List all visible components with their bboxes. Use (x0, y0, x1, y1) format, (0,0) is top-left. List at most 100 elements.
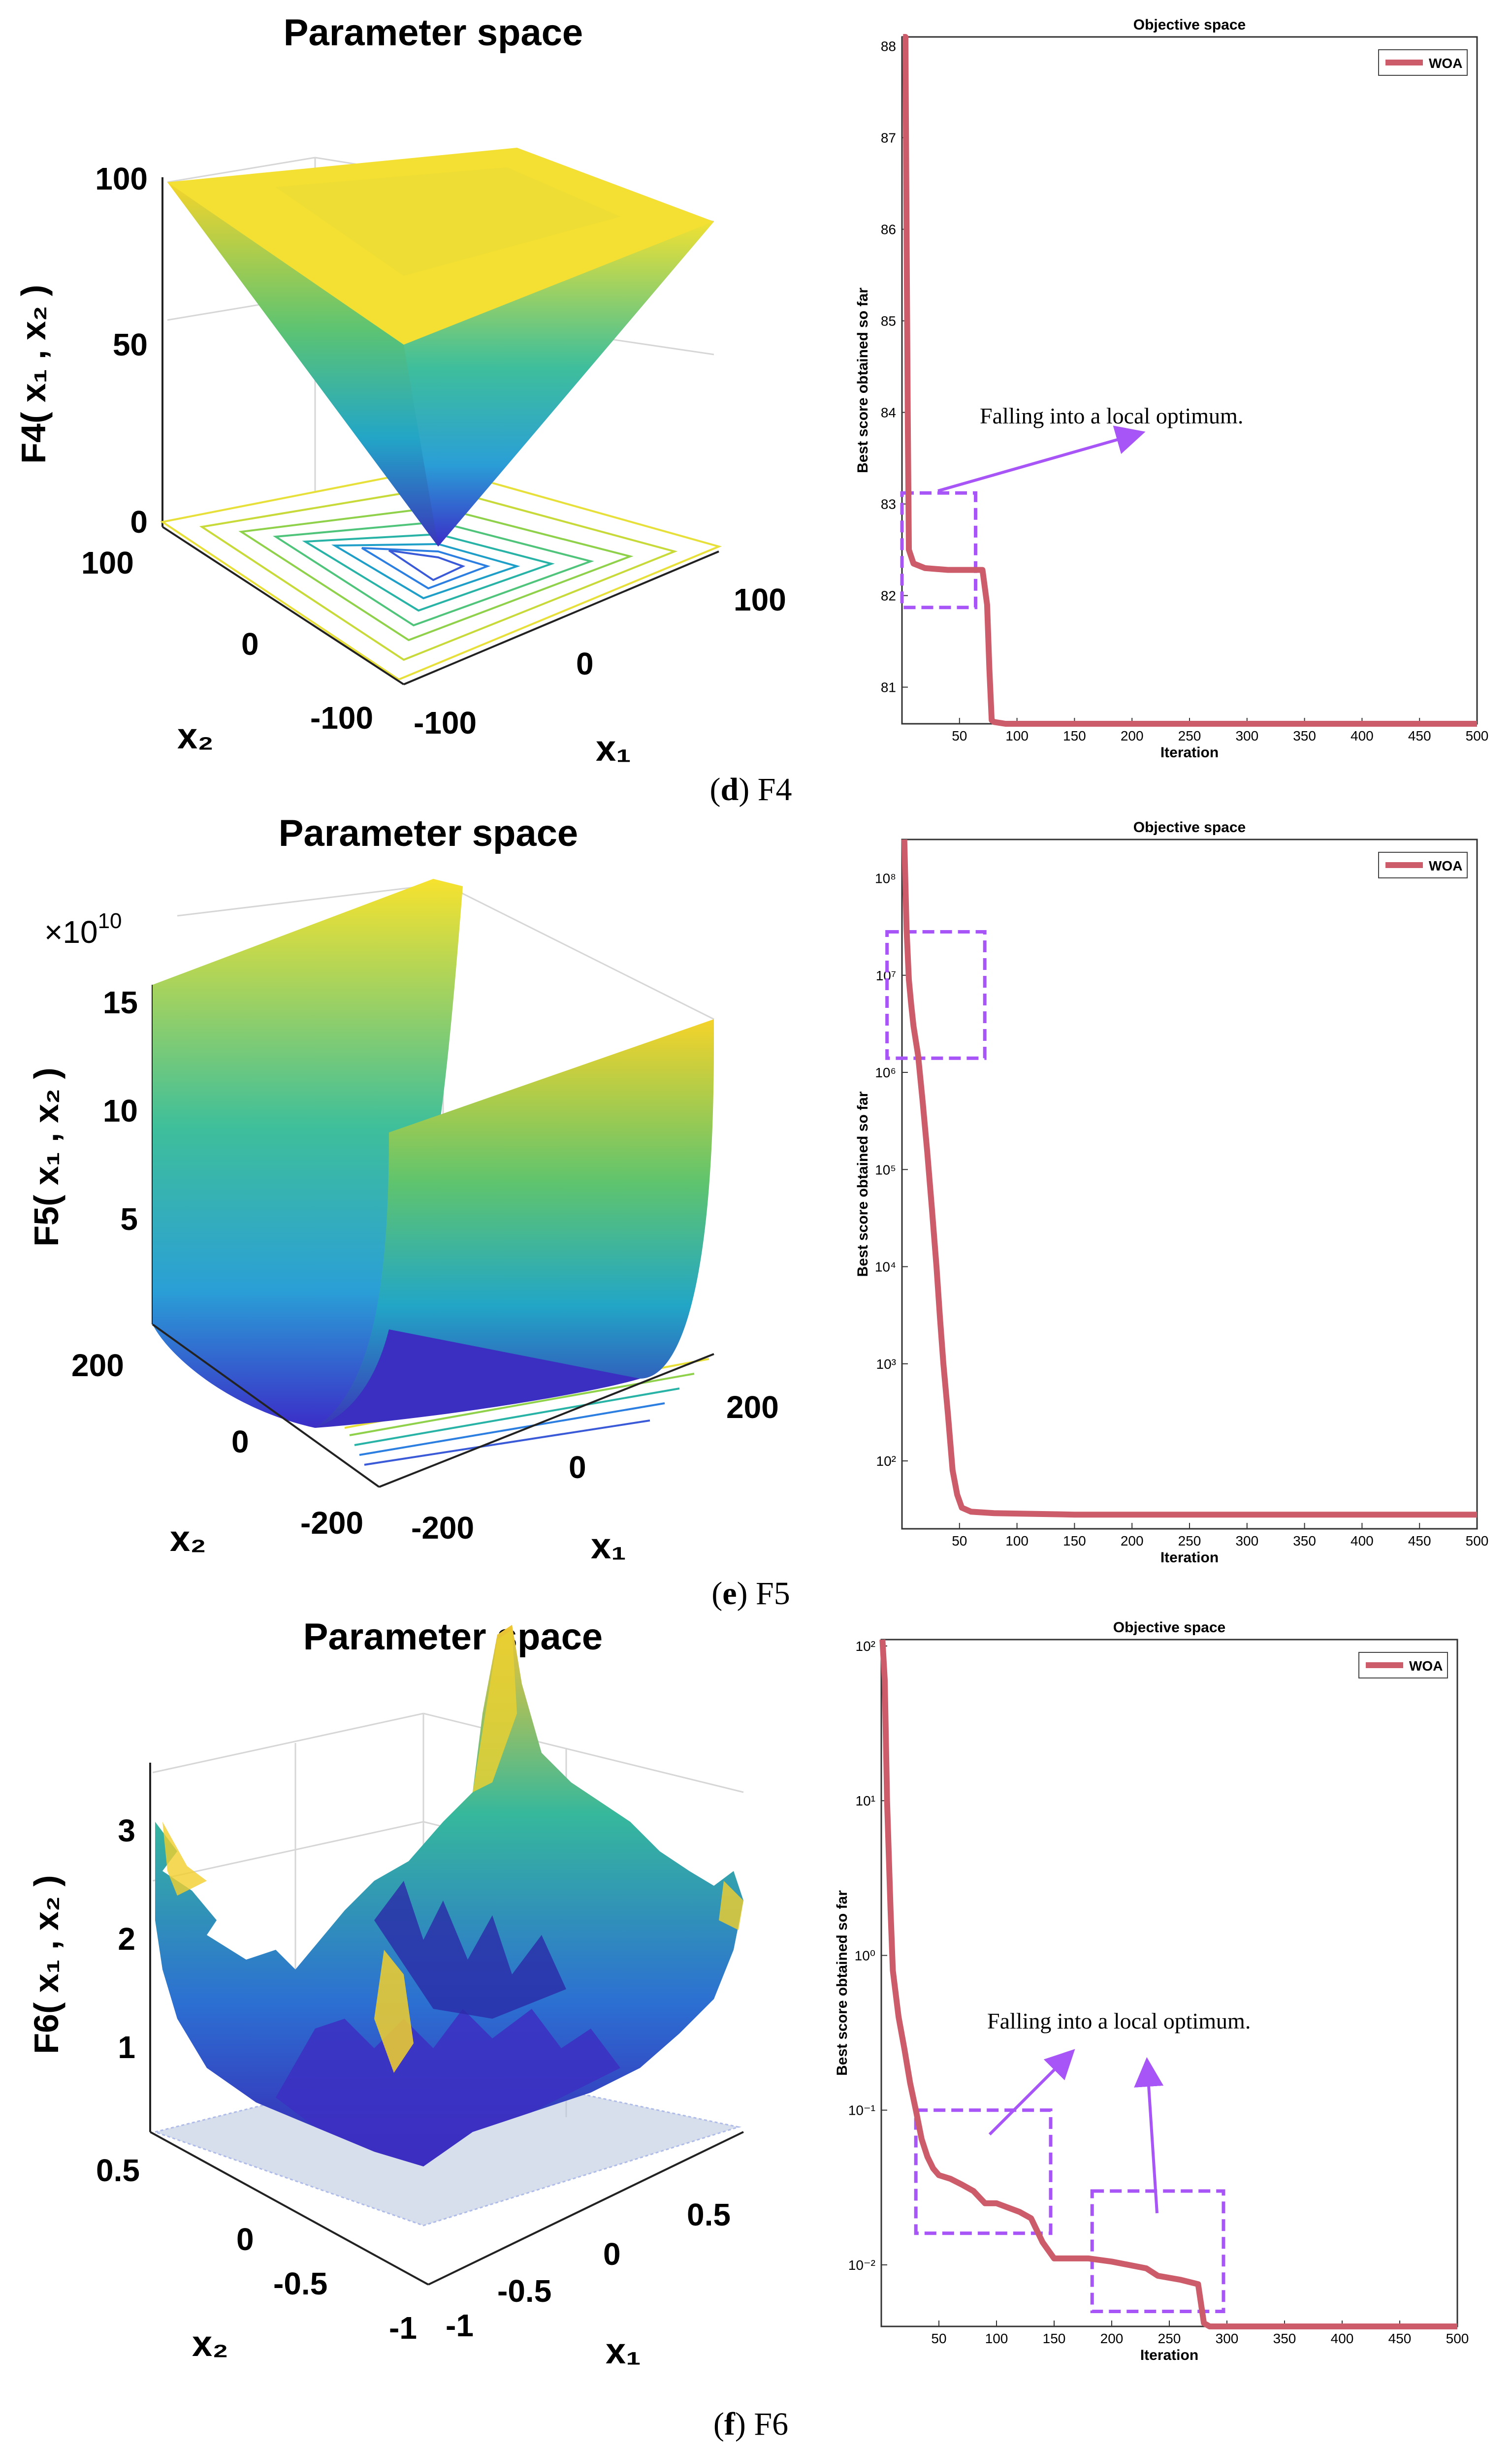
z-tick: 3 (118, 1813, 135, 1848)
z-multiplier-base: ×10 (44, 914, 98, 950)
x-tick-label: 50 (952, 1533, 967, 1548)
x-tick-label: 100 (985, 2331, 1008, 2346)
highlight-box (1090, 2189, 1225, 2314)
convergence-plot-f5: Objective space Iteration Best score obtai… (855, 819, 1488, 1566)
x2-tick: -1 (389, 2310, 417, 2346)
x-tick-label: 150 (1043, 2331, 1066, 2346)
y-tick-label: 88 (881, 39, 896, 54)
x1-tick: 0.5 (687, 2197, 731, 2232)
z-tick: 2 (118, 1921, 135, 1957)
annotation-arrow (988, 2049, 1075, 2136)
surface-plot-f4: Parameter space 100 50 0 F4( x₁ , x₂ ) (14, 12, 786, 769)
highlight-box (900, 491, 978, 610)
x-tick-label: 350 (1293, 728, 1316, 743)
caption-letter: d (721, 772, 739, 807)
x-axis-label: Iteration (1160, 1549, 1219, 1566)
surface-plot-f6: Parameter space 3 2 1 F6( x₁ , x₂ ) (27, 1616, 744, 2371)
x2-tick: 100 (81, 545, 134, 580)
x-tick-label: 400 (1331, 2331, 1354, 2346)
x1-axis-label: x₁ (591, 1525, 626, 1566)
annotation-text: Falling into a local optimum. (980, 403, 1243, 428)
x2-axis-label: x₂ (170, 1518, 206, 1559)
x-tick-label: 250 (1178, 1533, 1201, 1548)
x1-tick: -0.5 (497, 2273, 551, 2309)
x-tick-label: 500 (1446, 2331, 1469, 2346)
x-tick-label: 350 (1293, 1533, 1316, 1548)
x-tick-label: 400 (1351, 1533, 1374, 1548)
x-tick-label: 450 (1408, 728, 1431, 743)
series-line-woa (901, 839, 1477, 1518)
z-tick: 50 (113, 327, 148, 362)
x1-axis-label: x₁ (596, 728, 631, 769)
surface-plot-f5: Parameter space ×1010 15 10 5 F5( x₁ , x… (27, 812, 779, 1566)
x2-tick: -100 (310, 700, 373, 736)
x1-tick: -100 (414, 705, 477, 741)
x-tick-label: 150 (1063, 1533, 1086, 1548)
y-tick-label: 84 (881, 405, 896, 420)
x1-tick: 0 (576, 646, 594, 681)
x-axis-label: Iteration (1140, 2347, 1198, 2363)
x1-tick: 100 (734, 582, 786, 617)
chart-title: Objective space (1133, 17, 1246, 33)
legend-label-woa: WOA (1429, 858, 1462, 873)
y-tick-label: 86 (881, 222, 896, 237)
x-tick-label: 250 (1158, 2331, 1181, 2346)
y-axis-label: Best score obtained so far (855, 1091, 871, 1277)
z-tick: 1 (118, 2030, 135, 2065)
x2-tick: 0 (236, 2222, 254, 2257)
caption-label: F5 (756, 1576, 790, 1612)
annotation-text: Falling into a local optimum. (987, 2008, 1251, 2033)
x2-tick: -200 (300, 1505, 363, 1541)
z-multiplier-exp: 10 (98, 909, 122, 933)
x-tick-label: 200 (1121, 728, 1144, 743)
x-tick-label: 300 (1235, 1533, 1258, 1548)
legend-label-woa: WOA (1409, 1658, 1443, 1674)
z-axis-label: F4( x₁ , x₂ ) (14, 285, 53, 463)
x2-axis-label: x₂ (192, 2323, 228, 2364)
x-axis-label: Iteration (1160, 744, 1219, 761)
chart-title: Objective space (1133, 819, 1246, 836)
plot-area (901, 36, 1478, 725)
x-tick-label: 50 (952, 728, 967, 743)
x-tick-label: 150 (1063, 728, 1086, 743)
x2-tick: 0 (231, 1424, 249, 1459)
z-tick: 10 (103, 1093, 138, 1129)
highlight-box (885, 930, 987, 1060)
x-tick-label: 400 (1351, 728, 1374, 743)
y-axis-label: Best score obtained so far (855, 288, 871, 473)
x-tick-label: 350 (1273, 2331, 1296, 2346)
x2-tick: 0.5 (96, 2153, 140, 2188)
x-tick-label: 500 (1466, 1533, 1489, 1548)
z-tick: 15 (103, 985, 138, 1020)
panel-caption-e: (e) F5 (711, 1576, 790, 1612)
x1-axis-label: x₁ (606, 2330, 641, 2371)
surface-title: Parameter space (303, 1616, 603, 1658)
surface-f4 (167, 148, 714, 547)
z-tick: 0 (130, 504, 148, 540)
y-tick-label: 10³ (876, 1356, 896, 1372)
z-tick: 100 (95, 161, 148, 196)
y-axis-label: Best score obtained so far (834, 1890, 850, 2076)
x-tick-label: 300 (1235, 728, 1258, 743)
x1-tick: -200 (411, 1510, 474, 1546)
y-tick-label: 10⁸ (875, 871, 896, 886)
x-tick-label: 500 (1466, 728, 1489, 743)
caption-letter: e (722, 1576, 737, 1612)
y-tick-label: 10⁴ (875, 1259, 896, 1275)
y-tick-label: 82 (881, 588, 896, 604)
plot-area (901, 838, 1478, 1530)
x-tick-label: 450 (1408, 1533, 1431, 1548)
x2-tick: -0.5 (273, 2266, 327, 2301)
z-multiplier: ×1010 (44, 909, 122, 950)
annotation-arrow (1134, 2057, 1164, 2214)
y-tick-label: 85 (881, 314, 896, 329)
x1-tick: 0 (569, 1450, 586, 1485)
surface-f6 (155, 1625, 743, 2166)
y-tick-label: 10⁰ (855, 1948, 875, 1963)
x-tick-label: 50 (931, 2331, 946, 2346)
y-tick-label: 10⁵ (875, 1162, 896, 1177)
surface-title: Parameter space (284, 12, 583, 54)
surface-title: Parameter space (279, 812, 578, 854)
caption-label: F6 (754, 2406, 788, 2442)
